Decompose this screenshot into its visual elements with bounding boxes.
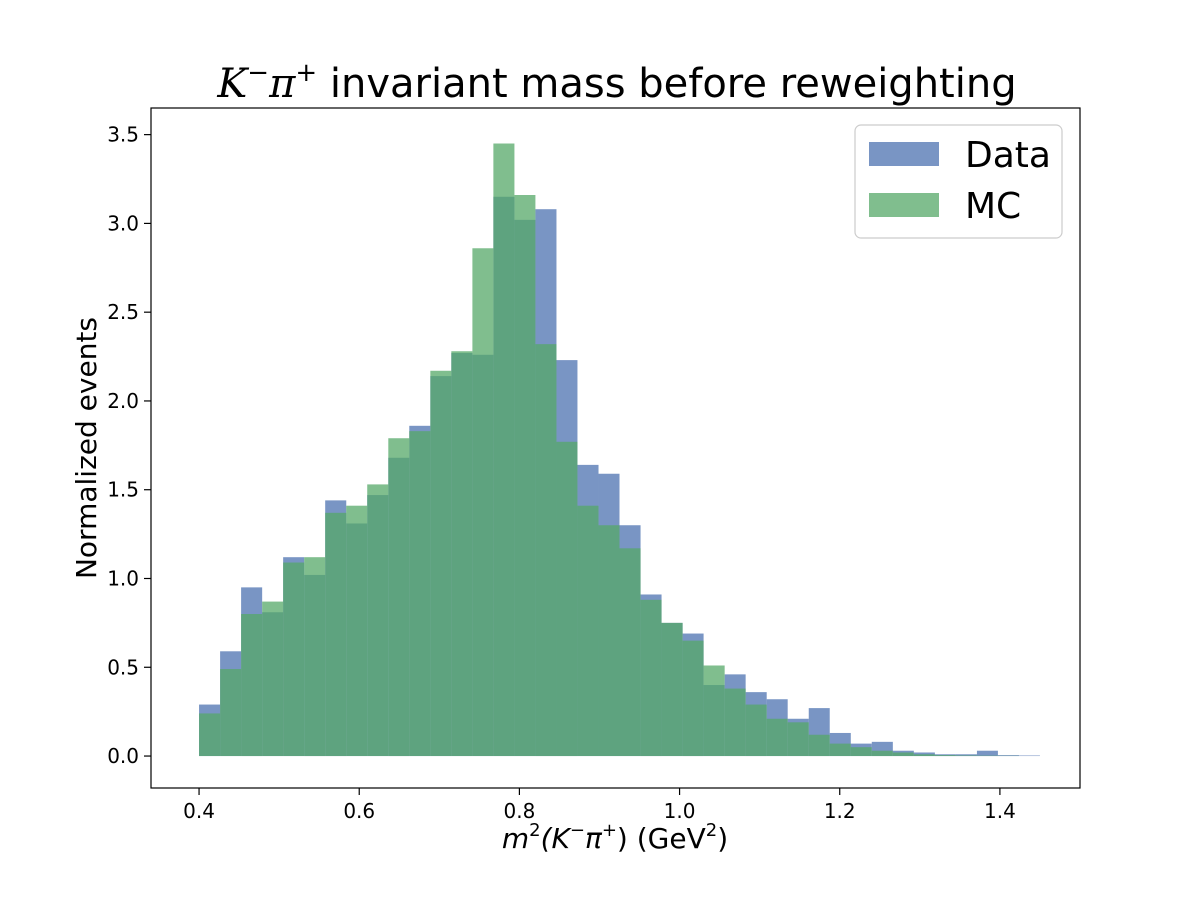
legend-swatch-mc [869, 193, 939, 217]
bar-mc [724, 688, 746, 757]
y-axis-label: Normalized events [70, 317, 103, 579]
bar-mc [241, 614, 263, 757]
plot-frame [150, 107, 1081, 789]
bar-mc [682, 640, 704, 757]
bar-data [955, 754, 977, 757]
bar-mc [913, 754, 935, 757]
bar-mc [367, 484, 389, 757]
bar-mc [766, 718, 788, 757]
legend-swatch-data [869, 142, 939, 166]
y-tick-label: 1.5 [107, 478, 139, 502]
bar-mc [283, 562, 305, 757]
bar-mc [787, 722, 809, 757]
bar-mc [934, 755, 956, 757]
bar-data [1018, 755, 1040, 757]
y-tick-label: 3.5 [107, 123, 139, 147]
y-axis-ticks: 0.0 0.5 1.0 1.5 2.0 2.5 3.0 3.5 [107, 123, 151, 768]
bar-mc [199, 713, 221, 757]
bar-mc [808, 734, 830, 757]
bar-mc [619, 548, 641, 757]
bar-mc [703, 665, 725, 757]
bar-mc [829, 743, 851, 757]
bars-group [199, 143, 1040, 757]
bar-mc [325, 512, 347, 757]
bar-mc [472, 248, 494, 757]
bar-mc [850, 747, 872, 757]
bar-mc [577, 505, 599, 757]
bar-mc [640, 599, 662, 757]
bar-mc [304, 557, 326, 757]
bar-mc [409, 431, 431, 757]
legend: Data MC [854, 124, 1063, 239]
bar-mc [598, 525, 620, 757]
y-tick-label: 0.0 [107, 744, 139, 768]
bar-mc [493, 143, 515, 757]
bar-mc [220, 669, 242, 757]
bar-data [997, 755, 1019, 757]
y-tick-label: 2.0 [107, 389, 139, 413]
bar-mc [661, 622, 683, 757]
x-tick-label: 0.6 [343, 799, 375, 823]
bar-mc [556, 441, 578, 757]
x-tick-label: 1.0 [664, 799, 696, 823]
bar-mc [514, 195, 536, 757]
bar-mc [388, 438, 410, 757]
series-mc [199, 143, 1019, 757]
chart-title: K−π+ invariant mass before reweighting [216, 58, 1016, 107]
x-tick-label: 1.4 [984, 799, 1016, 823]
bar-mc [262, 601, 284, 757]
bar-mc [745, 704, 767, 757]
bar-mc [955, 755, 977, 757]
bar-mc [535, 344, 557, 757]
bar-mc [346, 505, 368, 757]
x-axis-label: m2(K−π+) (GeV2) [502, 820, 728, 855]
bar-data [913, 752, 935, 757]
bar-data [976, 750, 998, 757]
x-axis-ticks: 0.4 0.6 0.8 1.0 1.2 1.4 [183, 788, 1016, 823]
x-tick-label: 1.2 [824, 799, 856, 823]
bar-mc [451, 351, 473, 757]
y-tick-label: 1.0 [107, 566, 139, 590]
y-tick-label: 3.0 [107, 211, 139, 235]
x-tick-label: 0.8 [503, 799, 535, 823]
bar-mc [871, 750, 893, 757]
legend-label-data: Data [965, 135, 1051, 176]
bar-mc [430, 370, 452, 757]
legend-label-mc: MC [965, 186, 1021, 227]
y-tick-label: 2.5 [107, 300, 139, 324]
y-tick-label: 0.5 [107, 655, 139, 679]
bar-mc [892, 752, 914, 757]
x-tick-label: 0.4 [183, 799, 215, 823]
